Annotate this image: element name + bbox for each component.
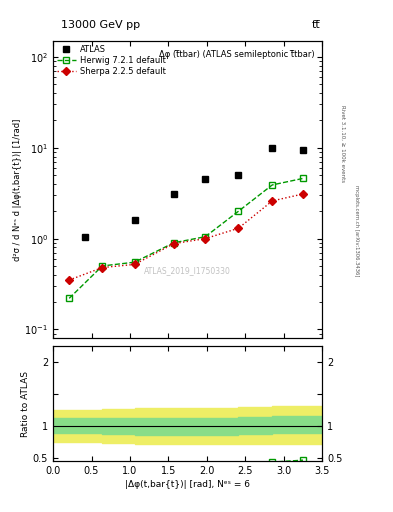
Herwig 7.2.1 default [171, 240, 176, 246]
ATLAS [270, 145, 275, 151]
Herwig 7.2.1 default [100, 263, 105, 269]
Herwig 7.2.1 default [132, 259, 137, 265]
Y-axis label: Ratio to ATLAS: Ratio to ATLAS [21, 371, 30, 437]
Herwig 7.2.1 default [236, 208, 241, 215]
ATLAS [301, 147, 305, 153]
Legend: ATLAS, Herwig 7.2.1 default, Sherpa 2.2.5 default: ATLAS, Herwig 7.2.1 default, Sherpa 2.2.… [55, 44, 167, 78]
Line: Sherpa 2.2.5 default: Sherpa 2.2.5 default [66, 191, 306, 283]
ATLAS [132, 217, 137, 223]
Herwig 7.2.1 default [67, 295, 72, 302]
ATLAS [171, 191, 176, 197]
ATLAS [203, 176, 208, 182]
ATLAS [83, 233, 88, 240]
Sherpa 2.2.5 default [100, 265, 105, 271]
Text: Δφ (t̅tbar) (ATLAS semileptonic t̅tbar): Δφ (t̅tbar) (ATLAS semileptonic t̅tbar) [158, 50, 314, 59]
Text: Rivet 3.1.10, ≥ 100k events: Rivet 3.1.10, ≥ 100k events [340, 105, 345, 182]
Text: mcplots.cern.ch [arXiv:1306.3436]: mcplots.cern.ch [arXiv:1306.3436] [354, 185, 359, 276]
Sherpa 2.2.5 default [67, 277, 72, 283]
Line: Herwig 7.2.1 default: Herwig 7.2.1 default [66, 175, 306, 302]
Sherpa 2.2.5 default [171, 241, 176, 247]
Herwig 7.2.1 default [270, 182, 275, 188]
Text: tt̅: tt̅ [312, 20, 320, 30]
Sherpa 2.2.5 default [301, 191, 305, 197]
Sherpa 2.2.5 default [132, 261, 137, 267]
Herwig 7.2.1 default [301, 175, 305, 181]
X-axis label: |Δφ(t,bar{t})| [rad], Nᵉˢ = 6: |Δφ(t,bar{t})| [rad], Nᵉˢ = 6 [125, 480, 250, 489]
Text: 13000 GeV pp: 13000 GeV pp [61, 20, 140, 30]
Sherpa 2.2.5 default [203, 236, 208, 242]
Herwig 7.2.1 default [203, 233, 208, 240]
ATLAS [236, 172, 241, 178]
Y-axis label: d²σ / d Nᵉˢ d |Δφ(t,bar{t})| [1/rad]: d²σ / d Nᵉˢ d |Δφ(t,bar{t})| [1/rad] [13, 118, 22, 261]
Line: ATLAS: ATLAS [82, 145, 306, 240]
Text: ATLAS_2019_I1750330: ATLAS_2019_I1750330 [144, 266, 231, 275]
Sherpa 2.2.5 default [236, 225, 241, 231]
Sherpa 2.2.5 default [270, 198, 275, 204]
